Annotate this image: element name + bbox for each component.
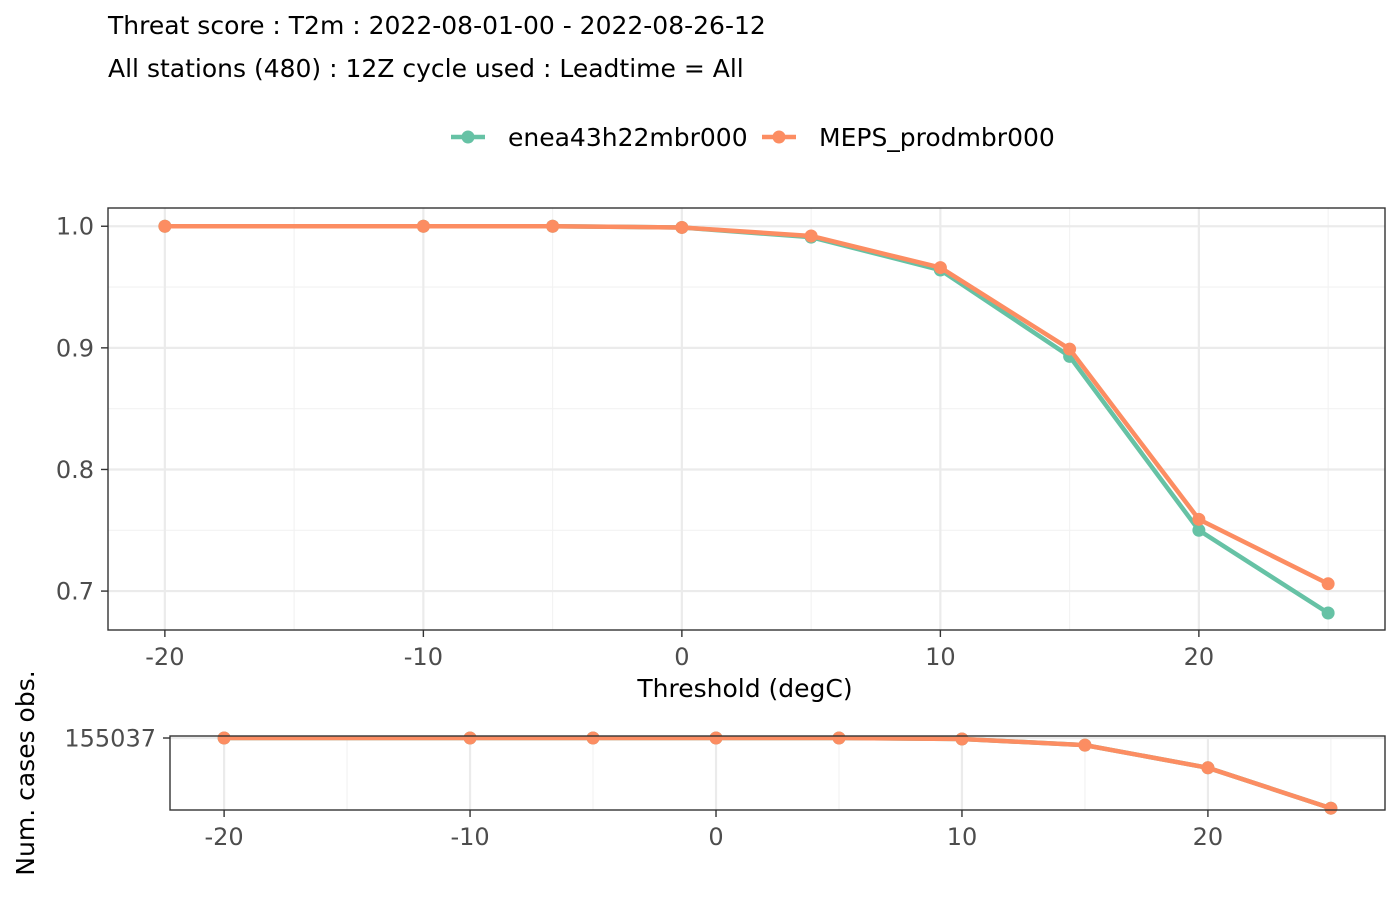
- x-tick-label: 10: [947, 823, 978, 851]
- data-point: [1078, 738, 1092, 752]
- data-point: [933, 261, 947, 275]
- legend-key-point-1: [772, 130, 786, 144]
- panel-border: [107, 207, 1386, 631]
- data-point: [1192, 523, 1206, 537]
- y-tick-label: 0.7: [56, 578, 94, 606]
- legend-label-0: enea43h22mbr000: [508, 123, 748, 152]
- data-point: [709, 731, 723, 745]
- data-point: [416, 219, 430, 233]
- data-point: [546, 219, 560, 233]
- x-tick-label: -10: [450, 823, 489, 851]
- legend: enea43h22mbr000 MEPS_prodmbr000: [451, 123, 1055, 152]
- data-point: [158, 219, 172, 233]
- y-tick-label: 0.9: [56, 334, 94, 362]
- data-point: [463, 731, 477, 745]
- series-line-0: [224, 735, 1332, 811]
- x-tick-label: 0: [674, 643, 689, 671]
- data-point: [832, 731, 846, 745]
- x-tick-label: 20: [1193, 823, 1224, 851]
- y-tick-label: 1.0: [56, 213, 94, 241]
- main-plot-panel: -20 -10 0 10 20 0.7 0.8 0.9 1.0: [56, 207, 1386, 671]
- main-x-axis-title: Threshold (degC): [636, 674, 852, 703]
- data-point: [955, 732, 969, 746]
- x-tick-label: -20: [145, 643, 184, 671]
- series-line-0: [164, 223, 1330, 615]
- data-point: [586, 731, 600, 745]
- data-point: [1321, 577, 1335, 591]
- data-point: [1063, 342, 1077, 356]
- x-tick-label: -20: [205, 823, 244, 851]
- data-point: [1192, 512, 1206, 526]
- obs-count-panel: -20 -10 0 10 20 155037: [64, 725, 1386, 851]
- data-point: [675, 220, 689, 234]
- x-tick-label: 20: [1184, 643, 1215, 671]
- data-point: [804, 229, 818, 243]
- chart-title: Threat score : T2m : 2022-08-01-00 - 202…: [107, 11, 766, 40]
- data-point: [1321, 606, 1335, 620]
- panel-border: [169, 735, 1386, 811]
- legend-key-point-0: [461, 130, 475, 144]
- y-tick-label: 155037: [64, 725, 156, 753]
- data-point: [1324, 801, 1338, 815]
- legend-label-1: MEPS_prodmbr000: [819, 123, 1055, 152]
- x-tick-label: -10: [404, 643, 443, 671]
- chart-subtitle: All stations (480) : 12Z cycle used : Le…: [108, 54, 744, 83]
- y-tick-label: 0.8: [56, 456, 94, 484]
- data-point: [217, 731, 231, 745]
- series-line-1: [224, 735, 1332, 811]
- x-tick-label: 0: [708, 823, 723, 851]
- obs-count-y-axis-title: Num. cases obs.: [11, 670, 40, 875]
- x-tick-label: 10: [925, 643, 956, 671]
- data-point: [1201, 761, 1215, 775]
